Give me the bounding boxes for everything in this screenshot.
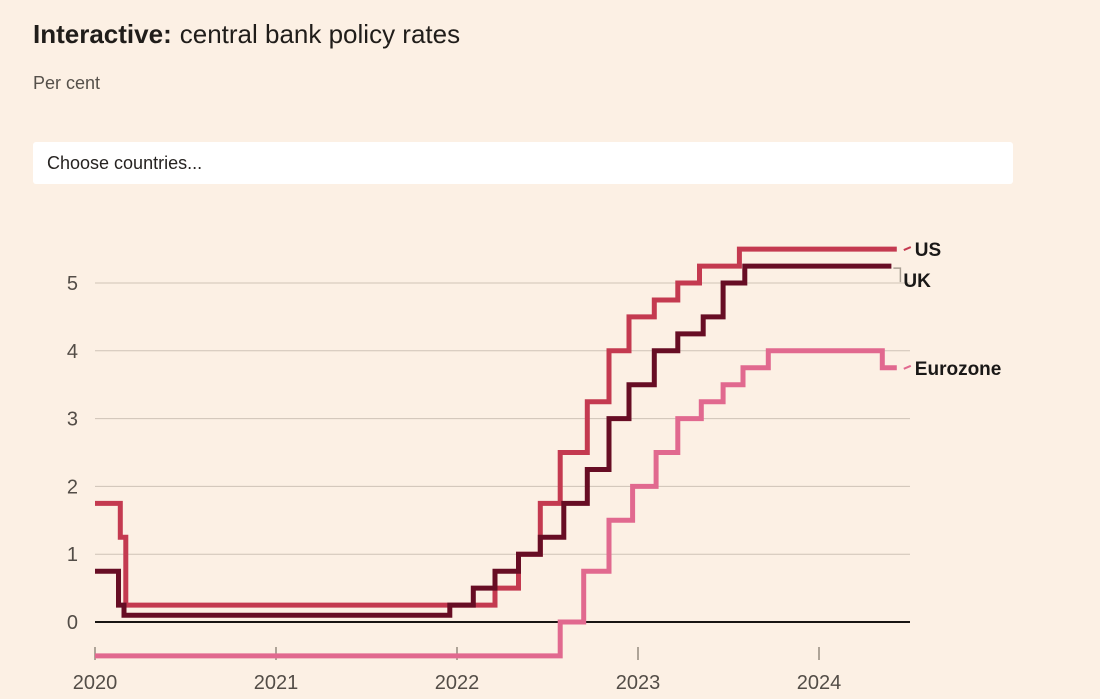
y-axis-label-3: 3 (67, 409, 78, 431)
y-axis-label-4: 4 (67, 341, 78, 363)
page-title: Interactive: central bank policy rates (33, 19, 460, 50)
series-line-us (95, 246, 897, 608)
x-axis-label-2024: 2024 (797, 672, 842, 694)
legend-label-eurozone: Eurozone (915, 359, 1002, 380)
y-axis-label-2: 2 (67, 476, 78, 498)
chart-unit-label: Per cent (33, 73, 101, 93)
legend-label-us: US (915, 240, 941, 261)
country-select-placeholder: Choose countries... (47, 152, 203, 173)
x-axis-label-2020: 2020 (73, 672, 118, 694)
legend-leader-eurozone (903, 364, 912, 370)
legend-label-uk: UK (903, 271, 931, 292)
series-line-eurozone (95, 348, 897, 659)
country-select-input[interactable]: Choose countries... (33, 142, 1013, 184)
x-axis-label-2023: 2023 (616, 672, 661, 694)
page-title-kicker: Interactive: (33, 19, 172, 50)
x-axis-label-2021: 2021 (254, 672, 299, 694)
series-line-uk (95, 263, 892, 618)
y-axis-label-0: 0 (67, 612, 78, 634)
y-axis-label-1: 1 (67, 544, 78, 566)
legend-leader-us (903, 246, 912, 252)
y-axis-label-5: 5 (67, 273, 78, 295)
x-axis-label-2022: 2022 (435, 672, 480, 694)
legend-leader-uk (893, 267, 902, 283)
page-title-text: central bank policy rates (179, 19, 461, 50)
